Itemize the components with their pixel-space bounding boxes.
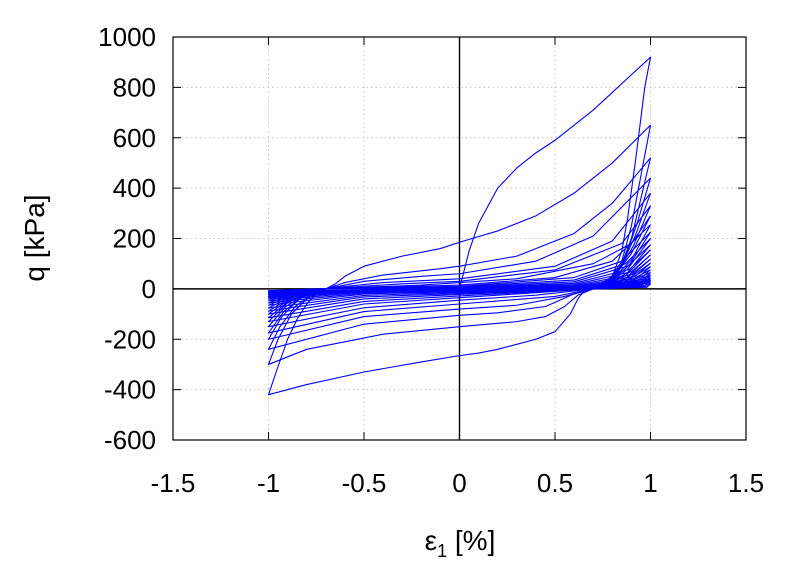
x-axis-label-subscript: 1: [437, 541, 447, 561]
y-tick-label: 200: [113, 224, 156, 254]
x-axis-label: ε1 [%]: [425, 525, 496, 561]
hysteresis-loop-24: [267, 282, 651, 292]
y-tick-label: -600: [104, 425, 156, 455]
x-tick-label: 1.5: [728, 468, 764, 498]
y-tick-label: -400: [104, 375, 156, 405]
y-tick-label: 400: [113, 173, 156, 203]
x-tick-label: 1: [643, 468, 657, 498]
y-axis-label: q [kPa]: [19, 194, 50, 281]
x-axis-label-unit: [%]: [447, 525, 495, 556]
x-tick-label: 0: [452, 468, 466, 498]
hysteresis-loop-1: [267, 56, 652, 396]
x-tick-label: -0.5: [342, 468, 387, 498]
x-tick-label: -1: [257, 468, 280, 498]
y-tick-label: 0: [142, 274, 156, 304]
axis-ticks: [172, 36, 747, 441]
x-axis-label-symbol: ε: [425, 525, 437, 556]
y-tick-label: -200: [104, 324, 156, 354]
y-tick-label: 600: [113, 123, 156, 153]
y-tick-label: 1000: [98, 22, 156, 52]
data-series: [267, 56, 652, 396]
y-tick-label: 800: [113, 72, 156, 102]
x-tick-label: 0.5: [537, 468, 573, 498]
x-tick-label: -1.5: [151, 468, 196, 498]
tick-labels: -1.5 -1 -0.5 0 0.5 1 1.5 -600 -400 -200 0 200 400 600…: [98, 22, 764, 498]
